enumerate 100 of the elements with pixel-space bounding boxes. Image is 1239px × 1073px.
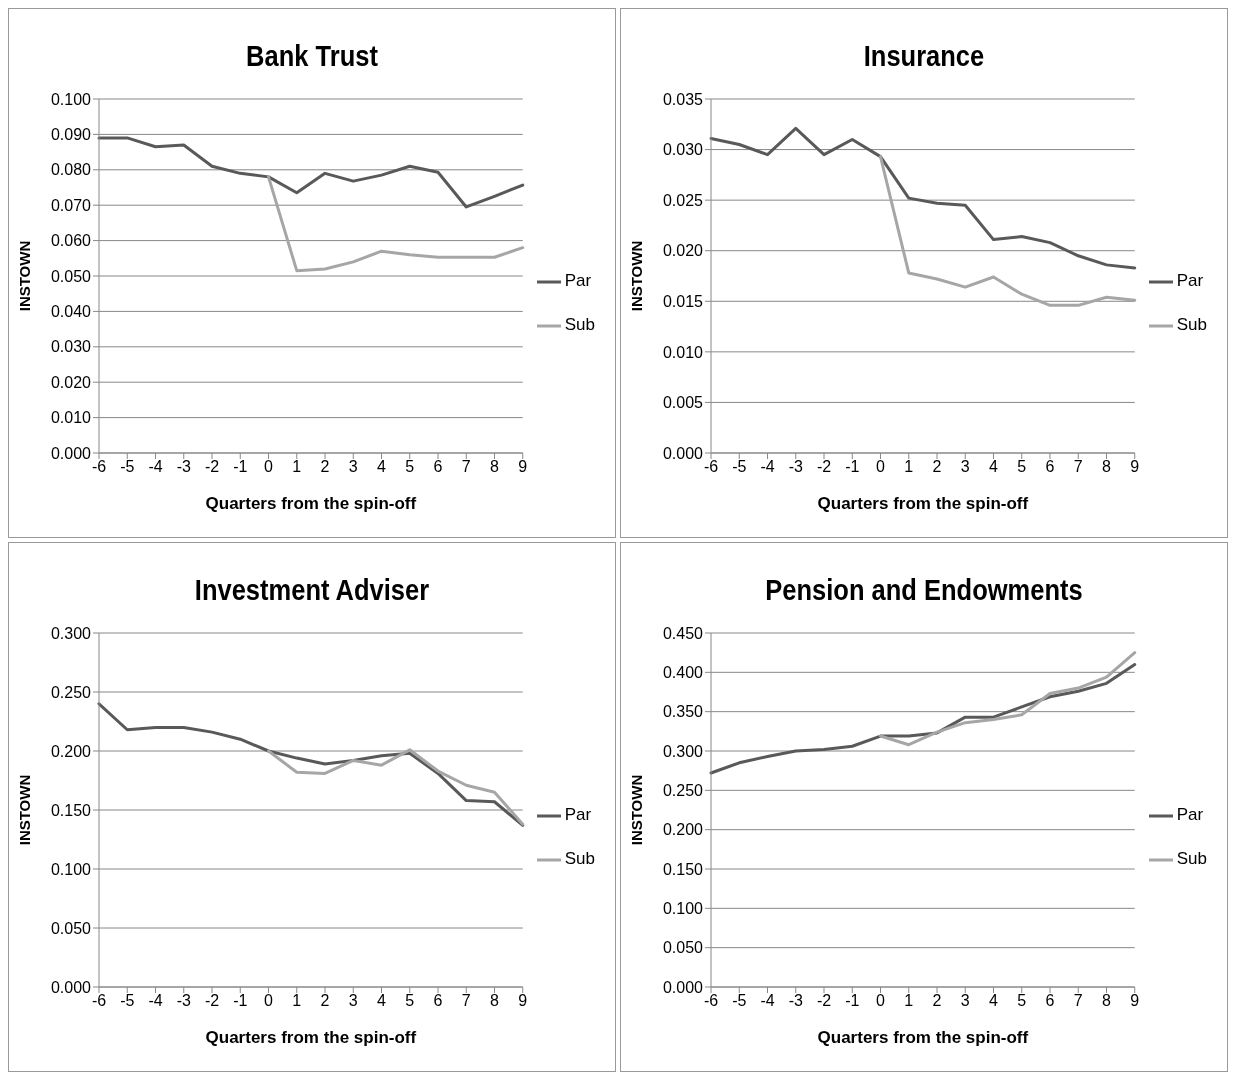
y-tick-label: 0.050 [662,939,704,957]
x-tick-label: 4 [989,992,999,1010]
x-tick-label: -3 [176,458,191,476]
x-tick-label: 3 [960,458,970,476]
y-tick-label: 0.030 [662,141,704,159]
x-tick-label: 7 [461,458,471,476]
y-tick-label: 0.090 [50,126,92,144]
x-tick-label: -3 [788,992,803,1010]
x-tick-label: -1 [233,992,248,1010]
chart-title: Investment Adviser [193,572,431,608]
legend-label: Par [1176,271,1204,290]
line-series [267,748,525,826]
legend-label: Sub [564,849,595,868]
y-tick-label: 0.150 [50,801,92,819]
y-tick-label: 0.250 [662,782,704,800]
chart-title: Pension and Endowments [764,572,1084,608]
x-tick-label: 6 [433,992,443,1010]
x-tick-label: 5 [405,458,415,476]
y-tick-label: 0.080 [50,161,92,179]
y-tick-label: 0.200 [662,821,704,839]
x-tick-label: 7 [461,992,471,1010]
line-series [879,651,1137,747]
y-tick-label: 0.250 [50,683,92,701]
x-tick-label: 1 [292,992,302,1010]
x-tick-label: 1 [904,992,914,1010]
y-axis-title: INSTOWN [16,774,34,846]
y-tick-label: 0.350 [662,703,704,721]
y-tick-label: 0.030 [50,338,92,356]
y-tick-label: 0.300 [50,624,92,642]
y-tick-label: 0.000 [50,444,92,462]
y-tick-label: 0.000 [662,978,704,996]
legend-label: Par [1176,805,1204,824]
y-tick-label: 0.020 [662,242,704,260]
y-tick-label: 0.100 [50,90,92,108]
x-axis-title: Quarters from the spin-off [817,494,1029,513]
x-tick-label: 5 [405,992,415,1010]
x-tick-label: 9 [1130,458,1140,476]
y-tick-label: 0.070 [50,196,92,214]
x-tick-label: -6 [703,458,719,476]
x-tick-label: -3 [176,992,191,1010]
x-tick-label: -1 [845,992,860,1010]
x-tick-label: -2 [204,992,220,1010]
x-tick-label: 8 [490,992,500,1010]
x-tick-label: 7 [1073,458,1083,476]
x-tick-label: 8 [1102,458,1112,476]
x-tick-label: -2 [816,458,832,476]
x-tick-label: 4 [989,458,999,476]
x-tick-label: 2 [320,458,330,476]
y-tick-label: 0.400 [662,664,704,682]
y-tick-label: 0.050 [50,267,92,285]
line-series [267,175,525,273]
x-tick-label: 3 [348,458,358,476]
chart-title: Bank Trust [245,38,379,74]
x-tick-label: 8 [1102,992,1112,1010]
y-tick-label: 0.005 [662,394,704,412]
x-axis-title: Quarters from the spin-off [205,494,417,513]
x-tick-label: -3 [788,458,803,476]
legend-label: Sub [1176,315,1207,334]
y-tick-label: 0.450 [662,624,704,642]
y-tick-label: 0.050 [50,919,92,937]
x-tick-label: -5 [120,992,135,1010]
y-tick-label: 0.000 [50,978,92,996]
x-tick-label: 6 [433,458,443,476]
x-tick-label: -1 [233,458,248,476]
x-tick-label: 8 [490,458,500,476]
y-axis-title: INSTOWN [628,240,646,312]
x-tick-label: 1 [904,458,914,476]
x-tick-label: 9 [1130,992,1140,1010]
x-tick-label: -5 [732,458,747,476]
x-tick-label: 7 [1073,992,1083,1010]
y-tick-label: 0.100 [662,900,704,918]
x-tick-label: -4 [760,458,775,476]
x-axis-title: Quarters from the spin-off [817,1028,1029,1047]
y-axis-title: INSTOWN [628,774,646,846]
y-tick-label: 0.100 [50,860,92,878]
x-tick-label: 0 [264,992,274,1010]
x-tick-label: 2 [932,992,942,1010]
y-tick-label: 0.150 [662,860,704,878]
x-tick-label: -4 [760,992,775,1010]
x-tick-label: -5 [732,992,747,1010]
x-tick-label: 3 [960,992,970,1010]
y-tick-label: 0.010 [50,409,92,427]
x-tick-label: 0 [876,458,886,476]
x-tick-label: 5 [1017,458,1027,476]
x-tick-label: 9 [518,992,528,1010]
x-tick-label: 4 [377,992,387,1010]
line-series [879,155,1137,307]
x-tick-label: 0 [264,458,274,476]
y-tick-label: 0.040 [50,303,92,321]
y-tick-label: 0.010 [662,343,704,361]
x-tick-label: -4 [148,458,163,476]
legend-label: Par [564,271,592,290]
x-tick-label: -6 [91,992,107,1010]
x-tick-label: -6 [91,458,107,476]
y-tick-label: 0.000 [662,444,704,462]
y-axis-title: INSTOWN [16,240,34,312]
legend-label: Sub [564,315,595,334]
x-tick-label: 0 [876,992,886,1010]
x-tick-label: -5 [120,458,135,476]
y-tick-label: 0.300 [662,742,704,760]
